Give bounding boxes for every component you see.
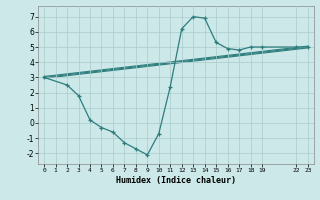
X-axis label: Humidex (Indice chaleur): Humidex (Indice chaleur) [116,176,236,185]
